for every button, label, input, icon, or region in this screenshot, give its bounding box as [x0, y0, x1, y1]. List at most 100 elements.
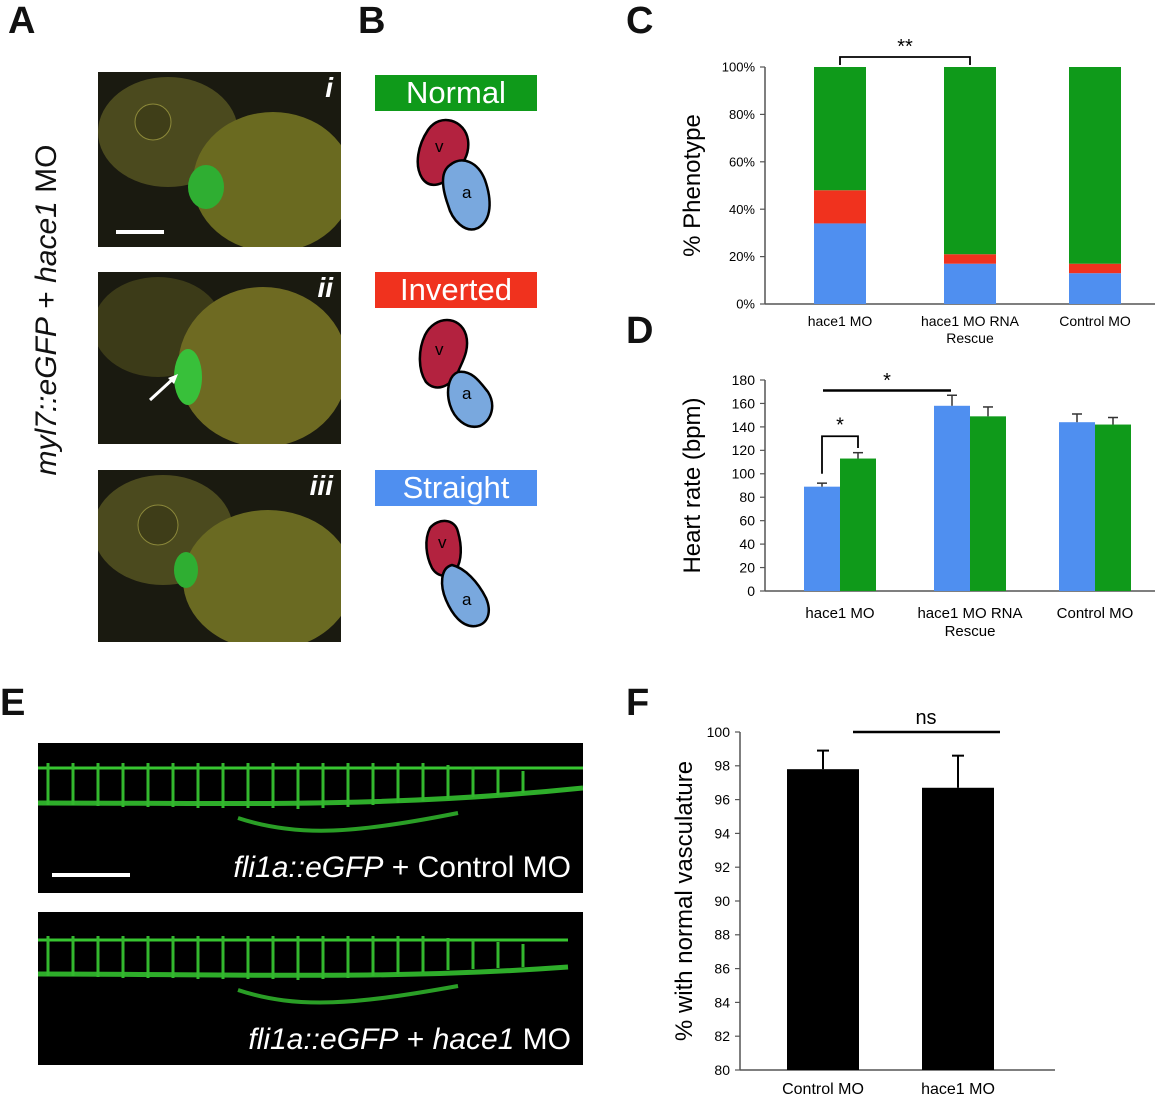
y-tick-label: 40 — [739, 536, 755, 552]
panel-letter-f: F — [626, 682, 650, 724]
x-tick-label: hace1 MO RNA — [921, 313, 1020, 329]
y-tick-label: 80% — [729, 107, 755, 122]
y-tick-label: 180 — [732, 372, 756, 388]
significance-bracket-small — [821, 435, 859, 474]
embryo-image-i: i — [98, 72, 341, 247]
vasculature-image-hace1: fli1a::eGFP + hace1 MO — [38, 912, 583, 1065]
significance-label: ** — [897, 36, 913, 58]
vertical-label-plain: + — [30, 282, 63, 318]
y-tick-label: 96 — [714, 792, 730, 808]
caption-hace1-plain2: MO — [514, 1023, 571, 1056]
bar — [922, 787, 994, 1070]
caption-control-plain: + Control MO — [383, 851, 571, 884]
caption-hace1: fli1a::eGFP + hace1 MO — [248, 1023, 571, 1057]
panel-letter-e: E — [0, 682, 26, 724]
bar — [1095, 424, 1131, 591]
caption-hace1-plain: + — [398, 1023, 433, 1056]
significance-label: ns — [915, 707, 936, 729]
phenotype-label-inverted: Inverted — [375, 272, 537, 308]
embryo-image-iii: iii — [98, 470, 341, 642]
vertical-label-italic2: hace1 — [30, 201, 63, 283]
y-tick-label: 20 — [739, 559, 755, 575]
atrium-letter-normal: a — [462, 183, 472, 202]
bar-segment-straight — [814, 223, 866, 304]
y-tick-label: 86 — [714, 961, 730, 977]
roman-numeral-i: i — [325, 72, 333, 103]
roman-numeral-iii: iii — [309, 470, 333, 501]
y-tick-label: 100 — [707, 724, 731, 740]
y-tick-label: 140 — [732, 419, 756, 435]
y-axis-label: % Phenotype — [679, 114, 706, 257]
chart-d-heart-rate: 0 20 40 60 80 100 120 140 160 180 Heart rate (bpm)… — [679, 370, 1155, 640]
y-tick-label: 20% — [729, 249, 755, 264]
vertical-label-italic1: myl7::eGFP — [30, 317, 63, 476]
roman-numeral-ii: ii — [317, 272, 333, 303]
caption-hace1-italic2: hace1 — [432, 1023, 515, 1056]
bar — [970, 416, 1006, 591]
heart-straight: v a — [425, 519, 490, 628]
vertical-label-tail: MO — [30, 144, 63, 202]
vasculature-image-control: fli1a::eGFP + Control MO — [38, 743, 583, 893]
chart-c-phenotype: 0% 20% 40% 60% 80% 100% % Phenotype hace1 MO hac… — [679, 36, 1155, 346]
bar-segment-straight — [1069, 273, 1121, 304]
y-tick-label: 60 — [739, 513, 755, 529]
x-tick-label: Rescue — [946, 330, 994, 346]
y-tick-label: 100% — [722, 60, 756, 75]
phenotype-label-normal: Normal — [375, 75, 537, 111]
atrium-letter-inverted: a — [462, 384, 472, 403]
bar-segment-straight — [944, 263, 996, 304]
bar — [787, 769, 859, 1070]
significance-label-long: * — [883, 370, 891, 392]
x-tick-label: Rescue — [945, 623, 996, 640]
x-tick-label: hace1 MO RNA — [917, 605, 1022, 622]
y-tick-label: 98 — [714, 758, 730, 774]
heart-schematics: v a v a v a — [416, 118, 494, 628]
vessel-drawing-hace1 — [38, 936, 569, 1005]
ventricle-letter-inverted: v — [435, 340, 444, 359]
y-tick-label: 100 — [732, 466, 756, 482]
bar-segment-normal — [944, 67, 996, 255]
y-tick-label: 94 — [714, 825, 730, 841]
caption-control-italic: fli1a::eGFP — [233, 851, 384, 884]
y-tick-label: 92 — [714, 859, 730, 875]
y-tick-label: 160 — [732, 395, 756, 411]
x-tick-label: hace1 MO — [805, 605, 874, 622]
heart-normal: v a — [416, 118, 491, 231]
y-tick-label: 0 — [747, 583, 755, 599]
scale-bar-a — [116, 230, 164, 234]
vessel-drawing-control — [38, 763, 583, 833]
bar — [1059, 422, 1095, 591]
y-tick-label: 80 — [714, 1062, 730, 1078]
y-tick-label: 60% — [729, 154, 755, 169]
panel-a-vertical-label: myl7::eGFP + hace1 MO — [30, 70, 70, 550]
y-tick-label: 82 — [714, 1028, 730, 1044]
atrium-letter-straight: a — [462, 590, 472, 609]
panel-letter-c: C — [626, 0, 654, 42]
embryo-image-ii: ii — [98, 272, 341, 444]
y-axis-label: % with normal vasculature — [671, 761, 698, 1041]
heart-inverted: v a — [418, 318, 494, 429]
y-tick-label: 88 — [714, 927, 730, 943]
y-tick-label: 80 — [739, 489, 755, 505]
panel-letter-d: D — [626, 310, 654, 352]
x-tick-label: Control MO — [1059, 313, 1131, 329]
chart-f-vasculature: 80 82 84 86 88 90 92 94 96 98 100 % with normal vas… — [671, 707, 1055, 1098]
y-tick-label: 0% — [736, 297, 755, 312]
ventricle-letter-straight: v — [438, 533, 447, 552]
y-tick-label: 84 — [714, 994, 730, 1010]
significance-label-small: * — [836, 415, 844, 437]
caption-hace1-italic: fli1a::eGFP — [248, 1023, 399, 1056]
x-tick-label: Control MO — [1057, 605, 1134, 622]
x-tick-label: Control MO — [782, 1081, 864, 1098]
panel-letter-a: A — [8, 0, 36, 42]
bar-segment-inverted — [814, 190, 866, 224]
bar-segment-inverted — [944, 254, 996, 264]
embryo-drawing-iii — [98, 475, 341, 642]
bar-segment-normal — [1069, 67, 1121, 264]
bar-segment-inverted — [1069, 263, 1121, 274]
embryo-drawing-i — [98, 77, 341, 247]
significance-bracket — [839, 56, 971, 65]
panel-letter-b: B — [358, 0, 386, 42]
y-tick-label: 120 — [732, 442, 756, 458]
y-tick-label: 40% — [729, 202, 755, 217]
